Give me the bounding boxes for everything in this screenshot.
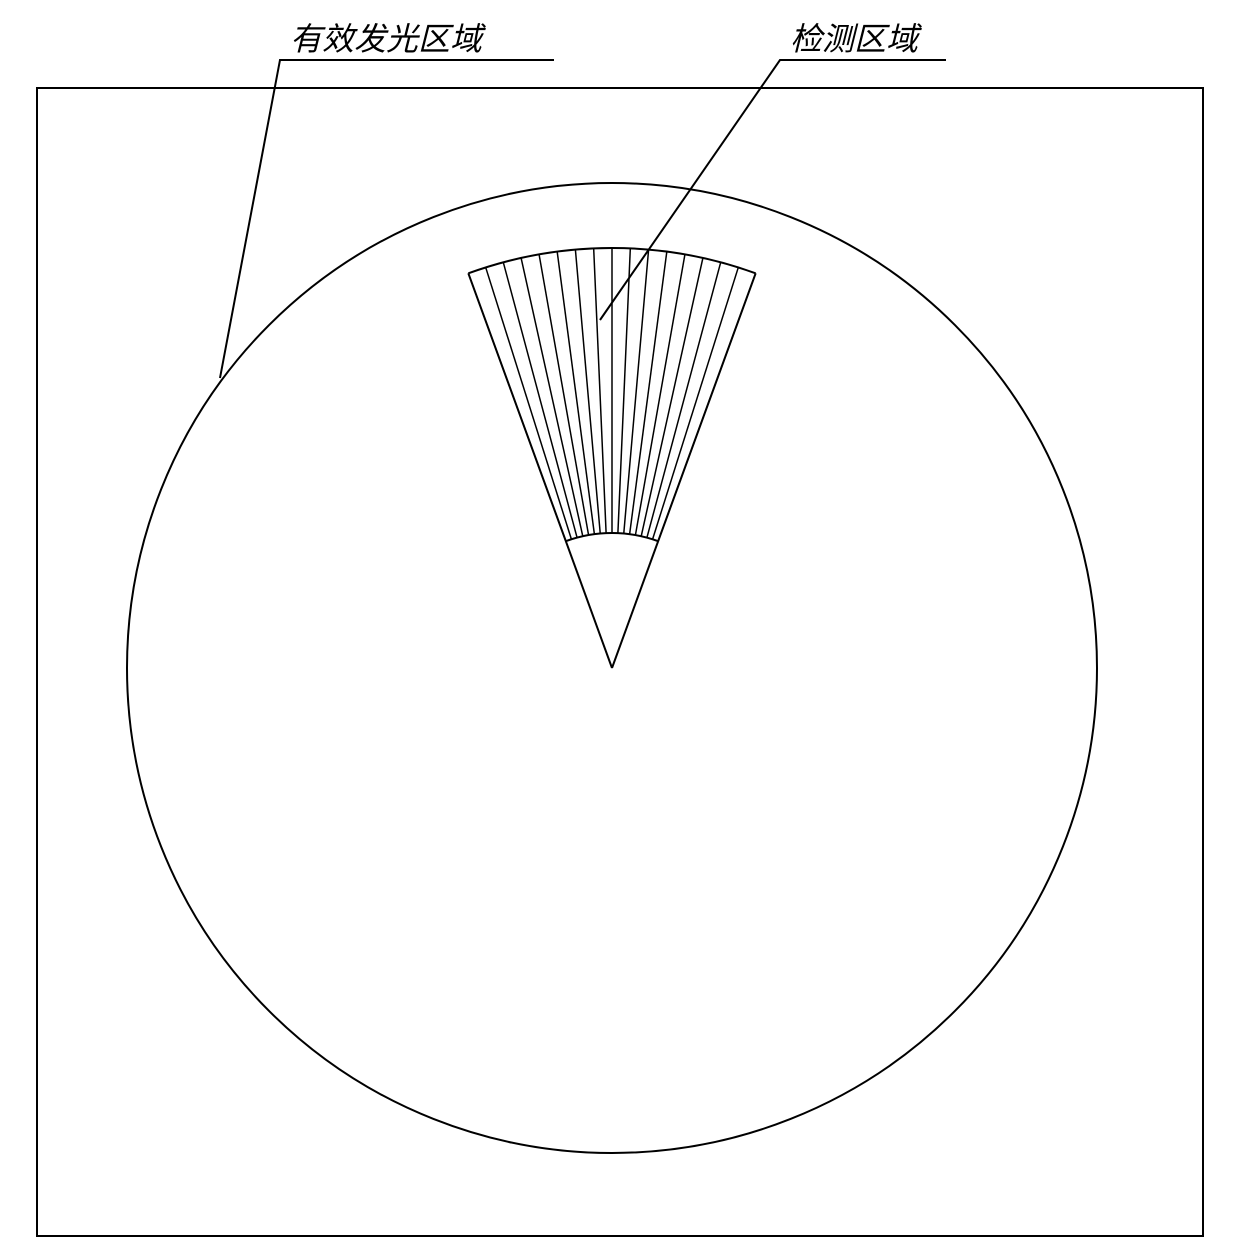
leader-effective-area: [220, 60, 554, 378]
outer-rect: [37, 88, 1203, 1236]
diagram-svg: [0, 0, 1240, 1256]
leader-detection-area: [600, 60, 946, 320]
wedge-inner-arc: [566, 533, 658, 541]
